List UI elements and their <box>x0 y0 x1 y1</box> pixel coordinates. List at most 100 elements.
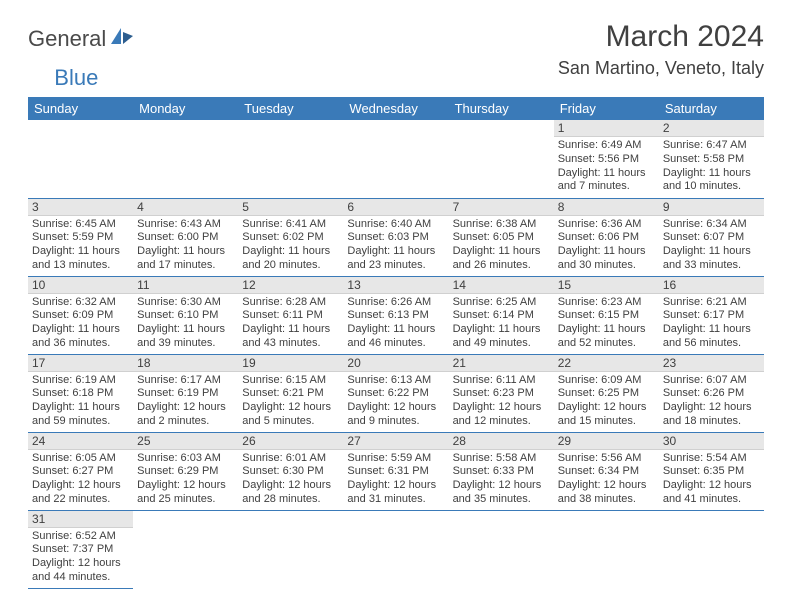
day-body: Sunrise: 5:58 AMSunset: 6:33 PMDaylight:… <box>449 450 554 509</box>
day-body: Sunrise: 5:56 AMSunset: 6:34 PMDaylight:… <box>554 450 659 509</box>
brand-part2: Blue <box>54 65 98 90</box>
day-line: Daylight: 11 hours <box>32 245 129 259</box>
day-line: Sunset: 6:09 PM <box>32 309 129 323</box>
day-line: Daylight: 11 hours <box>453 323 550 337</box>
day-line: Daylight: 12 hours <box>663 479 760 493</box>
day-line: Sunset: 6:17 PM <box>663 309 760 323</box>
weekday-header: Wednesday <box>343 97 448 120</box>
day-line: Sunset: 6:07 PM <box>663 231 760 245</box>
day-line: Daylight: 11 hours <box>137 245 234 259</box>
day-line: Sunrise: 5:56 AM <box>558 452 655 466</box>
day-number: 31 <box>28 511 133 528</box>
day-number: 25 <box>133 433 238 450</box>
day-cell: 1Sunrise: 6:49 AMSunset: 5:56 PMDaylight… <box>554 120 659 198</box>
day-line: Sunset: 6:18 PM <box>32 387 129 401</box>
day-number: 4 <box>133 199 238 216</box>
day-cell <box>449 120 554 198</box>
day-body: Sunrise: 6:49 AMSunset: 5:56 PMDaylight:… <box>554 137 659 196</box>
day-number: 8 <box>554 199 659 216</box>
day-cell <box>238 120 343 198</box>
day-line: Sunrise: 6:23 AM <box>558 296 655 310</box>
day-number: 30 <box>659 433 764 450</box>
day-cell: 13Sunrise: 6:26 AMSunset: 6:13 PMDayligh… <box>343 276 448 354</box>
day-number: 28 <box>449 433 554 450</box>
day-number: 10 <box>28 277 133 294</box>
day-line: Daylight: 11 hours <box>32 323 129 337</box>
day-line: Sunset: 6:14 PM <box>453 309 550 323</box>
day-line: Sunrise: 6:32 AM <box>32 296 129 310</box>
day-body: Sunrise: 6:34 AMSunset: 6:07 PMDaylight:… <box>659 216 764 275</box>
day-line: Sunset: 6:23 PM <box>453 387 550 401</box>
day-line: Sunrise: 6:45 AM <box>32 218 129 232</box>
day-line: Sunrise: 6:09 AM <box>558 374 655 388</box>
day-line: and 25 minutes. <box>137 493 234 507</box>
day-line: Daylight: 12 hours <box>663 401 760 415</box>
day-line: Sunset: 6:02 PM <box>242 231 339 245</box>
day-number: 6 <box>343 199 448 216</box>
day-line: Sunrise: 6:03 AM <box>137 452 234 466</box>
day-line: Sunrise: 6:26 AM <box>347 296 444 310</box>
day-body: Sunrise: 6:45 AMSunset: 5:59 PMDaylight:… <box>28 216 133 275</box>
day-line: Sunrise: 6:30 AM <box>137 296 234 310</box>
day-number: 22 <box>554 355 659 372</box>
day-line: and 23 minutes. <box>347 259 444 273</box>
day-body: Sunrise: 6:28 AMSunset: 6:11 PMDaylight:… <box>238 294 343 353</box>
day-line: and 39 minutes. <box>137 337 234 351</box>
day-line: Daylight: 12 hours <box>137 479 234 493</box>
day-cell: 23Sunrise: 6:07 AMSunset: 6:26 PMDayligh… <box>659 354 764 432</box>
day-line: Daylight: 11 hours <box>663 323 760 337</box>
day-cell: 21Sunrise: 6:11 AMSunset: 6:23 PMDayligh… <box>449 354 554 432</box>
day-line: Sunset: 6:35 PM <box>663 465 760 479</box>
day-body: Sunrise: 6:23 AMSunset: 6:15 PMDaylight:… <box>554 294 659 353</box>
day-line: Sunrise: 6:36 AM <box>558 218 655 232</box>
day-line: Sunrise: 6:43 AM <box>137 218 234 232</box>
day-line: and 22 minutes. <box>32 493 129 507</box>
day-line: Daylight: 11 hours <box>242 245 339 259</box>
day-number: 2 <box>659 120 764 137</box>
day-line: and 56 minutes. <box>663 337 760 351</box>
day-line: Daylight: 12 hours <box>242 401 339 415</box>
day-line: and 30 minutes. <box>558 259 655 273</box>
brand-part1: General <box>28 26 106 52</box>
day-body: Sunrise: 6:11 AMSunset: 6:23 PMDaylight:… <box>449 372 554 431</box>
day-line: Sunset: 6:33 PM <box>453 465 550 479</box>
day-number: 11 <box>133 277 238 294</box>
day-line: Sunrise: 6:19 AM <box>32 374 129 388</box>
day-line: Daylight: 11 hours <box>558 245 655 259</box>
day-number: 1 <box>554 120 659 137</box>
day-line: and 28 minutes. <box>242 493 339 507</box>
day-line: Daylight: 12 hours <box>242 479 339 493</box>
day-line: Sunset: 6:31 PM <box>347 465 444 479</box>
day-body: Sunrise: 6:03 AMSunset: 6:29 PMDaylight:… <box>133 450 238 509</box>
day-line: and 7 minutes. <box>558 180 655 194</box>
day-body: Sunrise: 6:43 AMSunset: 6:00 PMDaylight:… <box>133 216 238 275</box>
day-line: Sunrise: 6:40 AM <box>347 218 444 232</box>
day-number: 15 <box>554 277 659 294</box>
day-line: Sunset: 6:30 PM <box>242 465 339 479</box>
day-line: Sunrise: 6:21 AM <box>663 296 760 310</box>
day-line: Sunrise: 6:41 AM <box>242 218 339 232</box>
day-cell: 7Sunrise: 6:38 AMSunset: 6:05 PMDaylight… <box>449 198 554 276</box>
day-cell: 17Sunrise: 6:19 AMSunset: 6:18 PMDayligh… <box>28 354 133 432</box>
day-line: and 49 minutes. <box>453 337 550 351</box>
day-line: Sunrise: 6:49 AM <box>558 139 655 153</box>
day-line: and 26 minutes. <box>453 259 550 273</box>
day-line: Sunset: 6:13 PM <box>347 309 444 323</box>
day-line: and 9 minutes. <box>347 415 444 429</box>
calendar-table: SundayMondayTuesdayWednesdayThursdayFrid… <box>28 97 764 589</box>
day-line: Sunset: 6:10 PM <box>137 309 234 323</box>
brand-part2-wrap: GeneralBlue <box>28 65 764 91</box>
day-line: Sunset: 6:26 PM <box>663 387 760 401</box>
day-line: Sunset: 6:21 PM <box>242 387 339 401</box>
day-number: 18 <box>133 355 238 372</box>
day-body: Sunrise: 6:13 AMSunset: 6:22 PMDaylight:… <box>343 372 448 431</box>
day-line: Daylight: 12 hours <box>347 479 444 493</box>
day-body: Sunrise: 6:30 AMSunset: 6:10 PMDaylight:… <box>133 294 238 353</box>
day-line: Sunset: 6:27 PM <box>32 465 129 479</box>
weekday-header: Sunday <box>28 97 133 120</box>
day-body: Sunrise: 6:25 AMSunset: 6:14 PMDaylight:… <box>449 294 554 353</box>
day-line: and 52 minutes. <box>558 337 655 351</box>
day-line: and 31 minutes. <box>347 493 444 507</box>
day-body: Sunrise: 6:09 AMSunset: 6:25 PMDaylight:… <box>554 372 659 431</box>
day-cell: 15Sunrise: 6:23 AMSunset: 6:15 PMDayligh… <box>554 276 659 354</box>
